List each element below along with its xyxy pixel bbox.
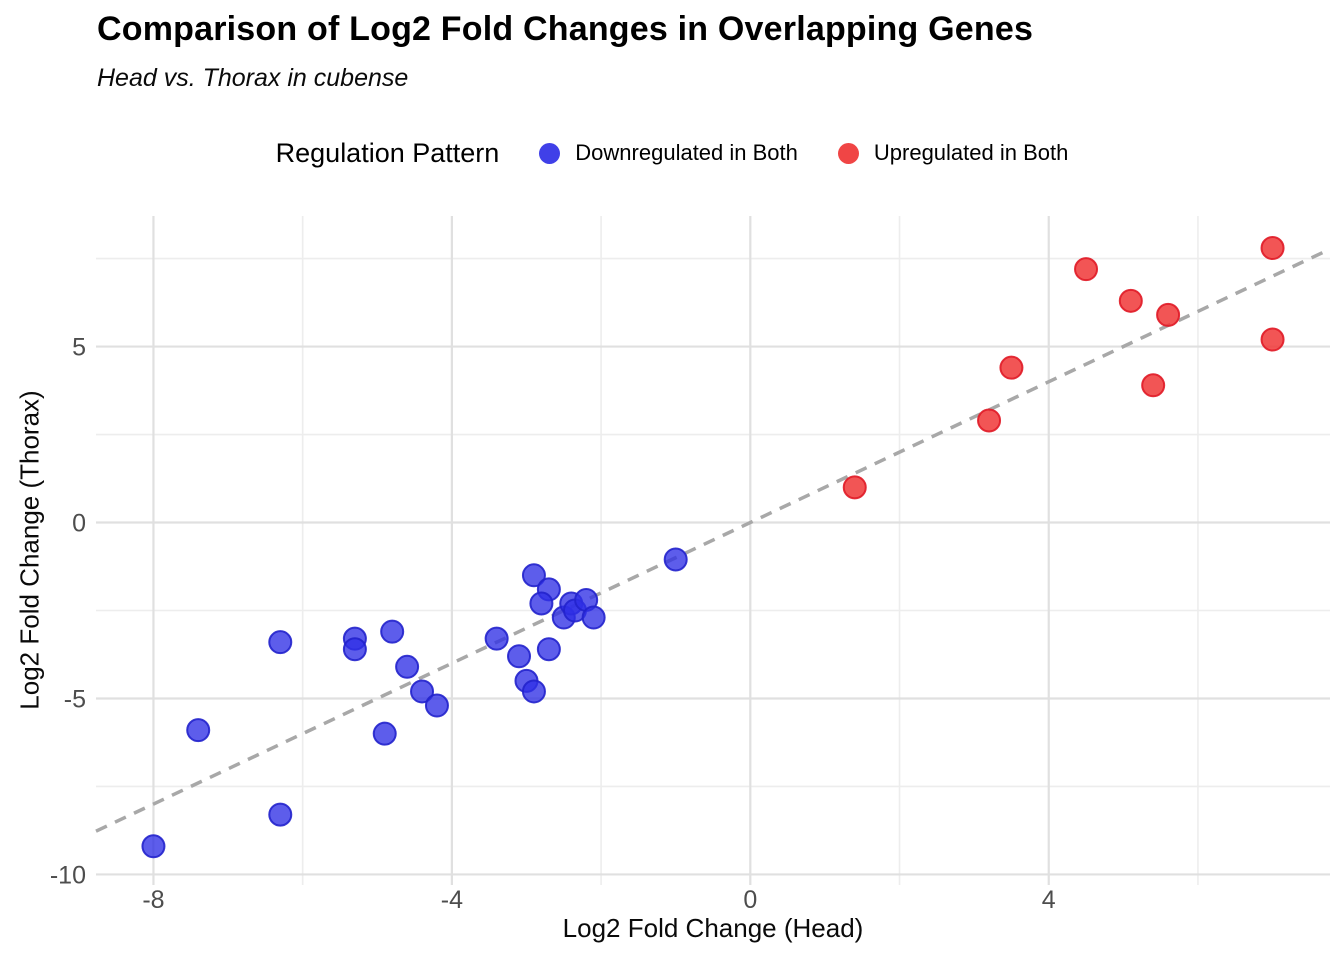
data-point [1141, 373, 1166, 398]
data-point [1156, 302, 1181, 327]
data-point [424, 693, 449, 718]
data-point [663, 547, 688, 572]
data-point [141, 834, 166, 859]
data-point [1260, 327, 1285, 352]
data-point [1074, 257, 1099, 282]
data-point [536, 637, 561, 662]
data-point [268, 802, 293, 827]
legend-dot-red-icon [837, 142, 859, 164]
data-point [380, 619, 405, 644]
x-tick-label: 4 [1042, 886, 1056, 914]
y-tick-label: 5 [72, 334, 86, 362]
data-point [507, 644, 532, 669]
y-tick-label: -5 [64, 685, 86, 713]
legend-label-upregulated: Upregulated in Both [873, 140, 1069, 165]
x-tick-label: 0 [743, 886, 757, 914]
y-tick-label: 0 [72, 510, 86, 538]
chart-title: Comparison of Log2 Fold Changes in Overl… [97, 10, 1034, 48]
chart-subtitle: Head vs. Thorax in cubense [97, 64, 409, 92]
y-tick-label: -10 [50, 861, 86, 889]
x-tick-label: -8 [142, 886, 164, 914]
data-point [529, 591, 554, 616]
data-point [484, 626, 509, 651]
data-point [1260, 236, 1285, 261]
data-point [581, 605, 606, 630]
data-point [186, 718, 211, 743]
identity-reference-line [95, 247, 1331, 833]
data-point [1118, 288, 1143, 313]
data-point [521, 563, 546, 588]
data-point [999, 355, 1024, 380]
legend-title: Regulation Pattern [275, 137, 500, 168]
legend-label-downregulated: Downregulated in Both [575, 140, 798, 165]
data-point [521, 679, 546, 704]
legend: Regulation Pattern Downregulated in Both… [0, 133, 1344, 173]
data-point [977, 408, 1002, 433]
x-axis-title: Log2 Fold Change (Head) [562, 913, 864, 943]
legend-item-upregulated: Upregulated in Both [837, 140, 1069, 166]
data-point [395, 654, 420, 679]
data-point [410, 679, 435, 704]
data-point [268, 630, 293, 655]
data-point [842, 475, 867, 500]
legend-dot-blue-icon [539, 142, 561, 164]
y-axis-title: Log2 Fold Change (Thorax) [14, 390, 45, 710]
data-point [372, 721, 397, 746]
legend-item-downregulated: Downregulated in Both [539, 140, 798, 166]
x-tick-label: -4 [441, 886, 463, 914]
data-point [342, 637, 367, 662]
